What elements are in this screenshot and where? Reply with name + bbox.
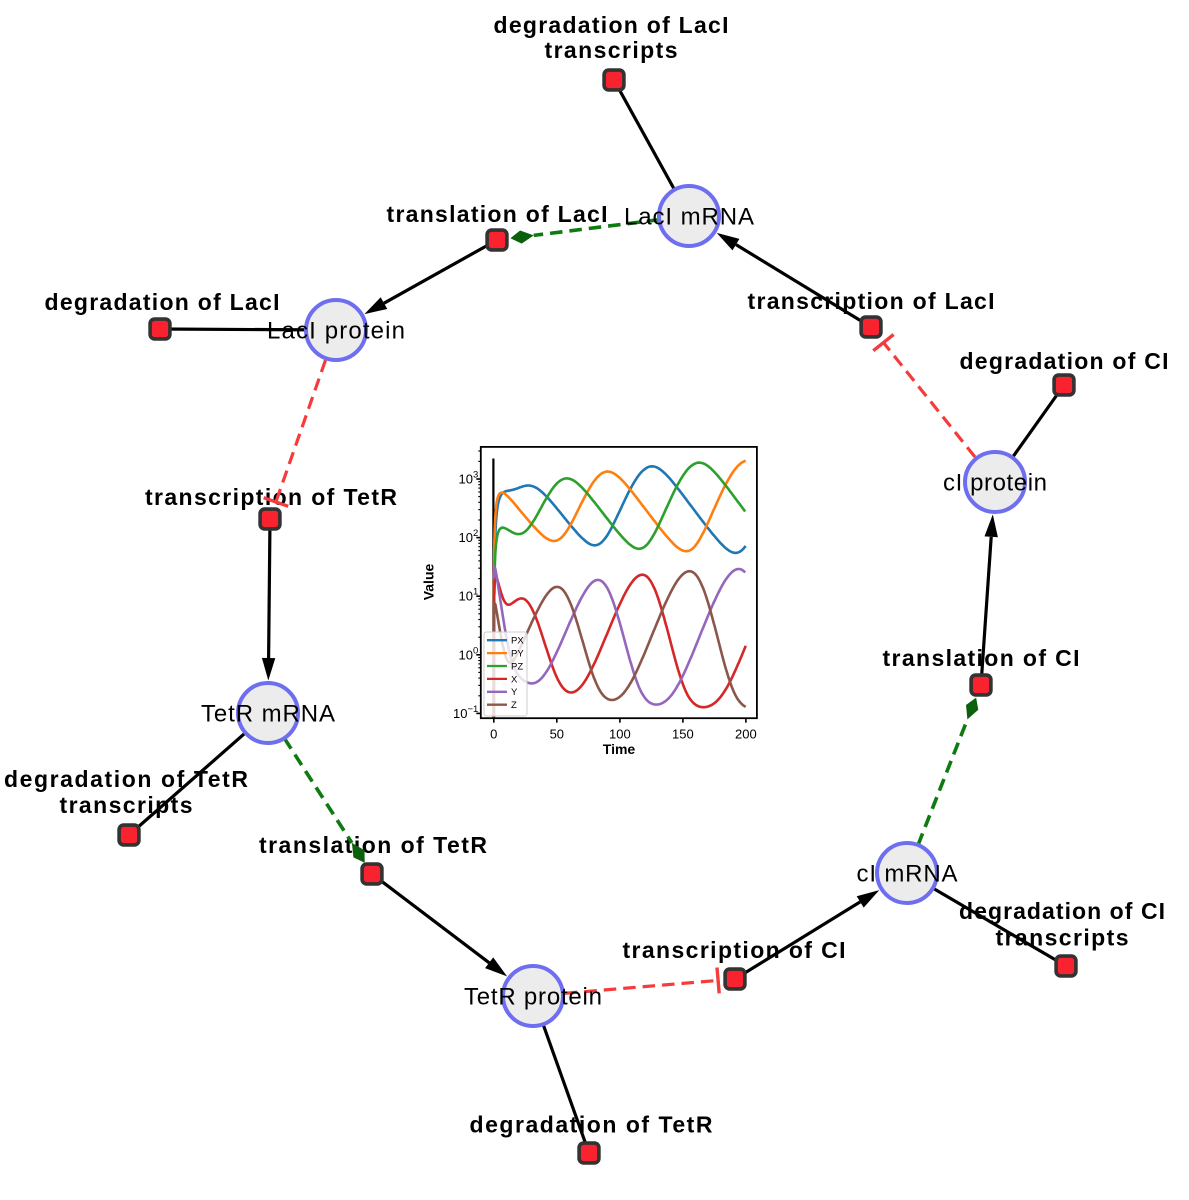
svg-text:translation of TetR: translation of TetR <box>259 832 487 858</box>
svg-text:cI mRNA: cI mRNA <box>857 861 958 888</box>
svg-text:translation of LacI: translation of LacI <box>387 201 608 227</box>
svg-text:X: X <box>511 674 518 685</box>
svg-text:0: 0 <box>490 727 497 742</box>
svg-text:transcripts: transcripts <box>545 37 678 63</box>
svg-text:LacI protein: LacI protein <box>267 318 405 345</box>
svg-text:degradation of TetR: degradation of TetR <box>470 1112 713 1138</box>
svg-text:PZ: PZ <box>511 661 523 672</box>
svg-text:transcription of CI: transcription of CI <box>623 937 846 963</box>
svg-text:PX: PX <box>511 636 524 647</box>
svg-text:degradation of LacI: degradation of LacI <box>45 289 280 315</box>
svg-text:transcription of LacI: transcription of LacI <box>748 288 995 314</box>
svg-text:LacI mRNA: LacI mRNA <box>624 204 754 231</box>
svg-text:Value: Value <box>421 564 437 601</box>
svg-text:Z: Z <box>511 700 517 711</box>
svg-text:Y: Y <box>511 687 518 698</box>
svg-text:degradation of CI: degradation of CI <box>960 348 1169 374</box>
svg-text:transcripts: transcripts <box>60 792 193 818</box>
svg-text:200: 200 <box>735 727 757 742</box>
svg-text:100: 100 <box>609 727 631 742</box>
svg-text:degradation of TetR: degradation of TetR <box>4 766 248 792</box>
svg-text:50: 50 <box>550 727 564 742</box>
svg-text:PY: PY <box>511 649 524 660</box>
svg-text:150: 150 <box>672 727 694 742</box>
svg-text:TetR mRNA: TetR mRNA <box>201 701 335 728</box>
svg-text:Time: Time <box>603 741 636 757</box>
svg-text:TetR protein: TetR protein <box>464 984 602 1011</box>
svg-text:degradation of CI: degradation of CI <box>959 898 1165 924</box>
svg-text:transcription of TetR: transcription of TetR <box>145 484 397 510</box>
svg-text:cI protein: cI protein <box>943 470 1047 497</box>
svg-text:degradation of LacI: degradation of LacI <box>494 12 729 38</box>
